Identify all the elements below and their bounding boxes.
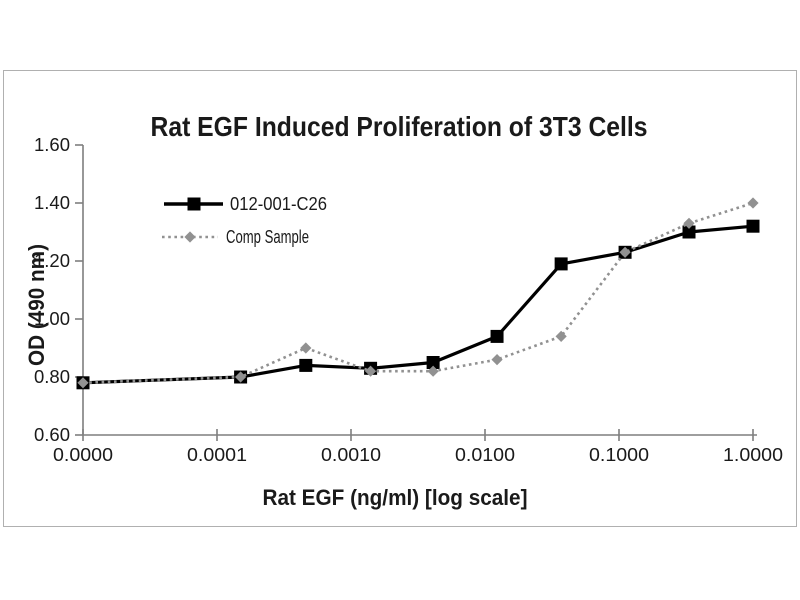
data-point-marker bbox=[490, 329, 504, 343]
data-point-marker bbox=[747, 197, 759, 209]
data-point-marker bbox=[364, 365, 377, 377]
y-tick-label: 1.00 bbox=[34, 309, 70, 329]
data-point-marker bbox=[427, 365, 439, 377]
data-point-marker bbox=[77, 377, 89, 389]
plot-area: 0.60 0.80 1.00 1.20 1.40 1.60 0.0000 0.0001 0.00… bbox=[34, 135, 783, 465]
y-tick-label: 1.60 bbox=[34, 135, 70, 155]
legend-marker-diamond bbox=[184, 231, 196, 243]
x-tick-label: 0.0001 bbox=[187, 445, 247, 465]
x-tick-label: 0.0010 bbox=[321, 445, 381, 465]
data-point-marker bbox=[554, 257, 568, 271]
data-point-marker bbox=[491, 354, 503, 366]
x-tick-label: 0.0000 bbox=[53, 445, 113, 465]
y-tick-label: 1.20 bbox=[34, 251, 70, 271]
chart-frame bbox=[3, 70, 797, 527]
x-tick-label: 0.0100 bbox=[455, 445, 515, 465]
legend-marker-square bbox=[187, 197, 201, 211]
data-point-marker bbox=[426, 356, 440, 369]
legend-label-series-2: Comp Sample bbox=[226, 227, 309, 247]
chart-title: Rat EGF Induced Proliferation of 3T3 Cel… bbox=[151, 111, 648, 142]
data-point-marker bbox=[300, 342, 312, 354]
data-point-marker bbox=[234, 371, 247, 383]
data-point-marker bbox=[746, 219, 760, 233]
data-point-marker bbox=[555, 330, 567, 342]
x-axis-title: Rat EGF (ng/ml) [log scale] bbox=[263, 485, 528, 510]
data-point-marker bbox=[683, 217, 695, 229]
data-point-marker bbox=[682, 225, 696, 239]
x-tick-label: 0.1000 bbox=[589, 445, 649, 465]
data-point-marker bbox=[619, 246, 631, 258]
series-line-1 bbox=[82, 224, 754, 385]
series-line-2 bbox=[82, 201, 754, 385]
y-tick-label: 1.40 bbox=[34, 193, 70, 213]
y-tick-label: 0.60 bbox=[34, 425, 70, 445]
data-point-marker bbox=[299, 358, 313, 372]
x-tick-label: 1.0000 bbox=[723, 445, 783, 465]
y-axis-title: OD (490 nm) bbox=[24, 244, 49, 366]
legend-label-series-1: 012-001-C26 bbox=[230, 194, 327, 214]
y-tick-label: 0.80 bbox=[34, 367, 70, 387]
